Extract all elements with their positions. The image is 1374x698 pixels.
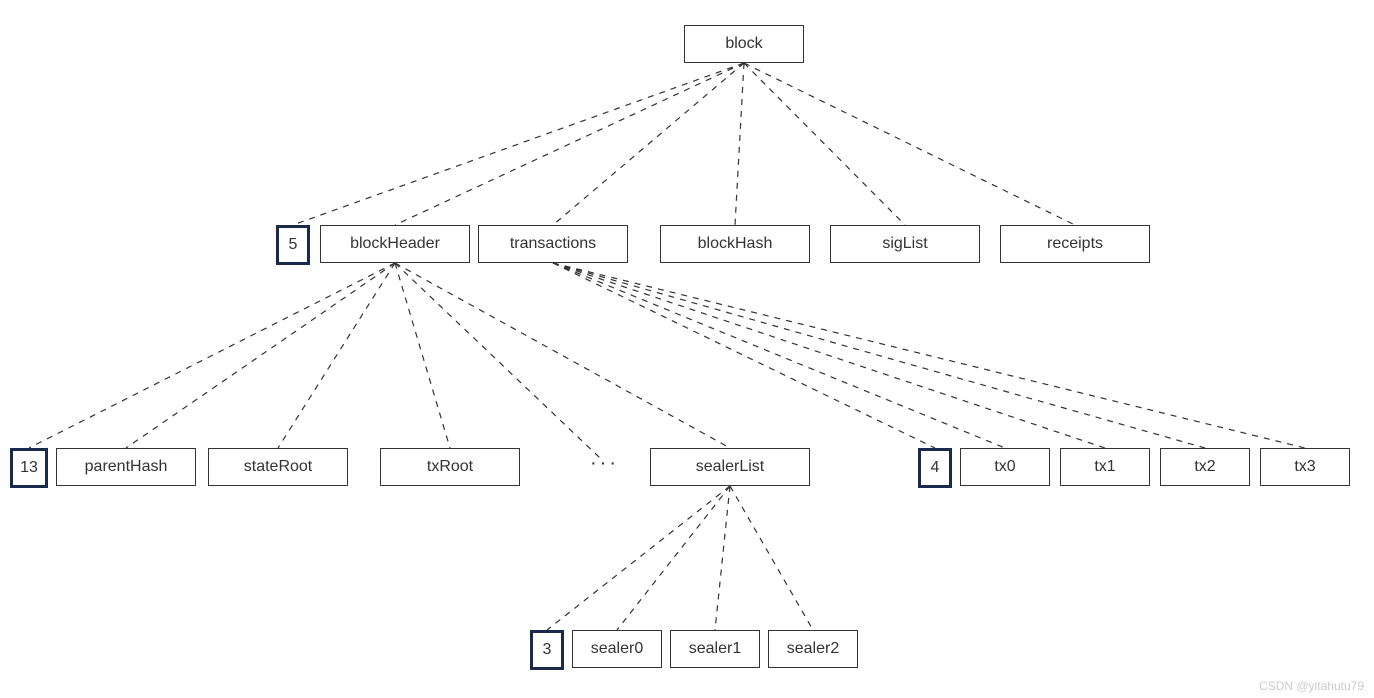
node-tx0: tx0 xyxy=(960,448,1050,486)
node-blockheader: blockHeader xyxy=(320,225,470,263)
node-tx3: tx3 xyxy=(1260,448,1350,486)
count-level2: 5 xyxy=(276,225,310,265)
watermark: CSDN @yitahutu79 xyxy=(1259,679,1364,693)
node-tx2: tx2 xyxy=(1160,448,1250,486)
node-sealerlist: sealerList xyxy=(650,448,810,486)
count-sealerlist-children: 3 xyxy=(530,630,564,670)
count-blockheader-children: 13 xyxy=(10,448,48,488)
node-sealer0: sealer0 xyxy=(572,630,662,668)
node-txroot: txRoot xyxy=(380,448,520,486)
node-tx1: tx1 xyxy=(1060,448,1150,486)
count-transactions-children: 4 xyxy=(918,448,952,488)
node-transactions: transactions xyxy=(478,225,628,263)
node-stateroot: stateRoot xyxy=(208,448,348,486)
node-siglist: sigList xyxy=(830,225,980,263)
node-blockhash: blockHash xyxy=(660,225,810,263)
node-sealer1: sealer1 xyxy=(670,630,760,668)
node-sealer2: sealer2 xyxy=(768,630,858,668)
node-block: block xyxy=(684,25,804,63)
node-receipts: receipts xyxy=(1000,225,1150,263)
ellipsis: ··· xyxy=(590,452,619,475)
edge-layer xyxy=(0,0,1374,698)
node-parenthash: parentHash xyxy=(56,448,196,486)
